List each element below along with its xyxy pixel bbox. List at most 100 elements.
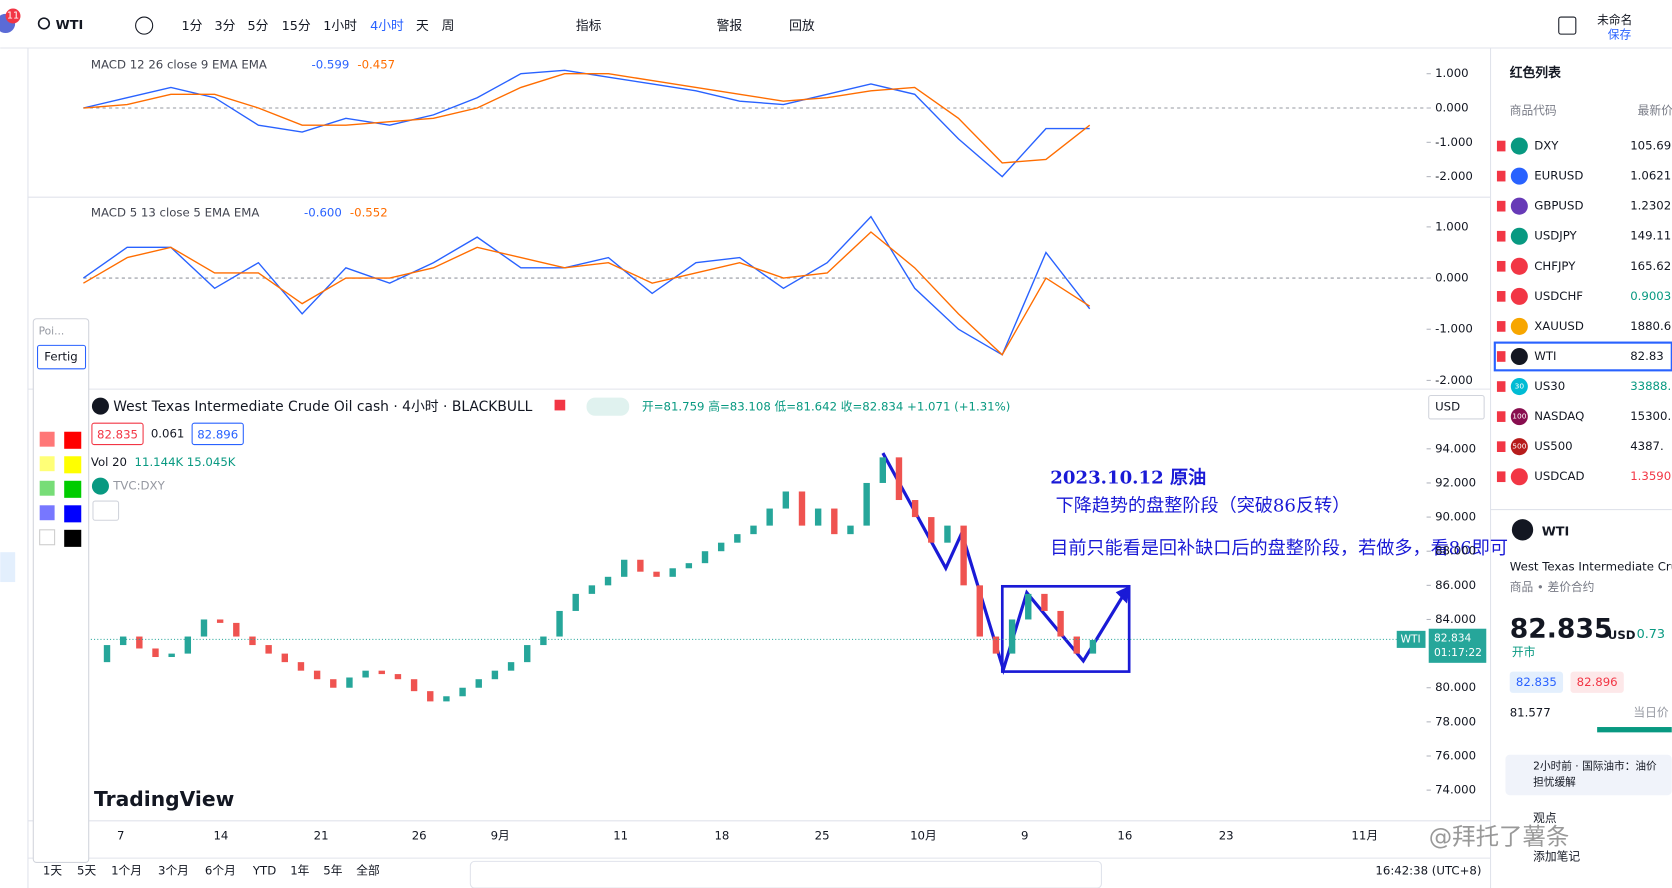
replay-button[interactable]: 回放 — [789, 19, 815, 34]
x-tick-label: 14 — [213, 828, 228, 842]
symbol-search[interactable]: WTI — [56, 18, 84, 33]
range-button[interactable]: 全部 — [356, 863, 380, 877]
candle — [669, 568, 676, 577]
candle — [911, 500, 919, 518]
interval-button[interactable]: 15分 — [282, 19, 311, 34]
range-button[interactable]: 5年 — [323, 863, 342, 877]
symbol[interactable]: USDCHF — [1534, 289, 1583, 303]
range-button[interactable]: 1年 — [290, 863, 309, 877]
x-tick-label: 10月 — [910, 828, 937, 842]
interval-button[interactable]: 天 — [416, 19, 429, 34]
range-label: 当日价 — [1633, 706, 1668, 720]
watchlist-title[interactable]: 红色列表 — [1510, 65, 1561, 81]
last-price: 1.0621 — [1630, 169, 1671, 183]
done-label[interactable]: Fertig — [44, 350, 77, 364]
price-tag-value: 82.834 — [1434, 631, 1472, 644]
search-icon[interactable] — [37, 17, 51, 30]
ideas[interactable]: 观点 — [1533, 811, 1557, 825]
annotation[interactable]: 目前只能看是回补缺口后的盘整阶段，若做多，看86即可 — [1050, 538, 1508, 559]
range-button[interactable]: 1天 — [43, 863, 62, 877]
candle — [281, 653, 288, 663]
symbol[interactable]: USDCAD — [1534, 469, 1584, 483]
last-price: 165.62 — [1630, 259, 1671, 273]
bid: 82.835 — [97, 427, 138, 441]
last-price: 15300. — [1630, 409, 1671, 423]
ask-box[interactable] — [191, 422, 244, 446]
color-swatch[interactable] — [64, 505, 82, 523]
candle — [847, 525, 854, 535]
interval-button[interactable]: 1小时 — [323, 19, 357, 34]
symbol-tag-text: WTI — [1400, 632, 1420, 645]
candle — [249, 636, 256, 646]
interval-button[interactable]: 5分 — [248, 19, 269, 34]
volume-value: 11.144K — [135, 455, 184, 469]
drawing[interactable] — [881, 452, 1131, 675]
symbol-tag — [1396, 630, 1426, 648]
range-box[interactable] — [1000, 584, 1131, 673]
left-toolbar — [0, 47, 29, 888]
save-button[interactable]: 保存 — [1608, 28, 1632, 42]
candle — [1089, 639, 1097, 654]
annotation[interactable]: 2023.10.12 原油 — [1050, 467, 1206, 489]
interval-button[interactable]: 3分 — [215, 19, 236, 34]
layout-button[interactable] — [1558, 16, 1577, 35]
compare-logo — [91, 477, 109, 495]
color-swatch[interactable] — [64, 480, 82, 498]
y-tick-label: -2.000 — [1435, 373, 1473, 387]
layout-name[interactable]: 未命名 — [1597, 13, 1632, 27]
color-swatch[interactable] — [39, 431, 55, 447]
symbol[interactable]: US500 — [1534, 439, 1572, 453]
indicator-value: -0.552 — [350, 206, 388, 220]
symbol[interactable]: EURUSD — [1534, 169, 1583, 183]
symbol[interactable]: GBPUSD — [1534, 199, 1583, 213]
symbol[interactable]: USDJPY — [1534, 229, 1577, 243]
add-note[interactable]: 添加笔记 — [1533, 850, 1580, 864]
color-swatch[interactable] — [39, 505, 55, 521]
range-bar — [1597, 727, 1672, 733]
range-button[interactable]: 3个月 — [158, 863, 189, 877]
news-time[interactable]: 2小时前 · 国际油市：油价 — [1533, 759, 1657, 772]
symbol[interactable]: CHFJPY — [1534, 259, 1576, 273]
interval-button[interactable]: 1分 — [181, 19, 202, 34]
color-swatch[interactable] — [39, 456, 55, 472]
volume-label: Vol 20 — [91, 455, 127, 469]
active-tool[interactable] — [0, 552, 16, 583]
done-button[interactable] — [37, 344, 87, 370]
news-text[interactable]: 担忧缓解 — [1533, 775, 1576, 788]
range-button[interactable]: 5天 — [77, 863, 96, 877]
candle — [895, 457, 903, 501]
currency[interactable]: USD — [1435, 400, 1460, 414]
news-card[interactable] — [1505, 754, 1672, 796]
collapse-button[interactable] — [92, 500, 120, 521]
range-button[interactable]: 1个月 — [111, 863, 142, 877]
range-button[interactable]: YTD — [252, 863, 276, 877]
candle — [346, 677, 353, 688]
alert-button[interactable]: 警报 — [717, 18, 743, 34]
range-button[interactable]: 6个月 — [205, 863, 236, 877]
color-swatch[interactable] — [64, 431, 82, 449]
arrow-head — [1115, 585, 1131, 604]
compare-button[interactable] — [135, 16, 154, 35]
indicators-button[interactable]: 指标 — [576, 19, 602, 34]
flag[interactable] — [554, 399, 566, 411]
market-status — [586, 397, 630, 416]
currency-select[interactable] — [1428, 394, 1485, 420]
color-swatch[interactable] — [64, 456, 82, 474]
y-tick-label: 80.000 — [1435, 680, 1476, 694]
x-tick-label: 16 — [1117, 828, 1132, 842]
symbol[interactable]: XAUUSD — [1534, 319, 1584, 333]
interval-button[interactable]: 周 — [442, 19, 455, 34]
candle — [475, 679, 482, 688]
symbol[interactable]: NASDAQ — [1534, 409, 1584, 423]
bid-box[interactable] — [91, 422, 144, 446]
color-swatch[interactable] — [39, 480, 55, 496]
color-swatch[interactable] — [39, 529, 56, 546]
symbol[interactable]: US30 — [1534, 379, 1565, 393]
interval-button[interactable]: 4小时 — [370, 19, 404, 34]
candle — [443, 696, 450, 702]
candle — [1073, 636, 1080, 654]
symbol[interactable]: DXY — [1534, 139, 1559, 153]
symbol[interactable]: WTI — [1534, 349, 1556, 363]
color-swatch[interactable] — [64, 529, 82, 547]
annotation[interactable]: 下降趋势的盘整阶段（突破86反转） — [1056, 495, 1351, 516]
